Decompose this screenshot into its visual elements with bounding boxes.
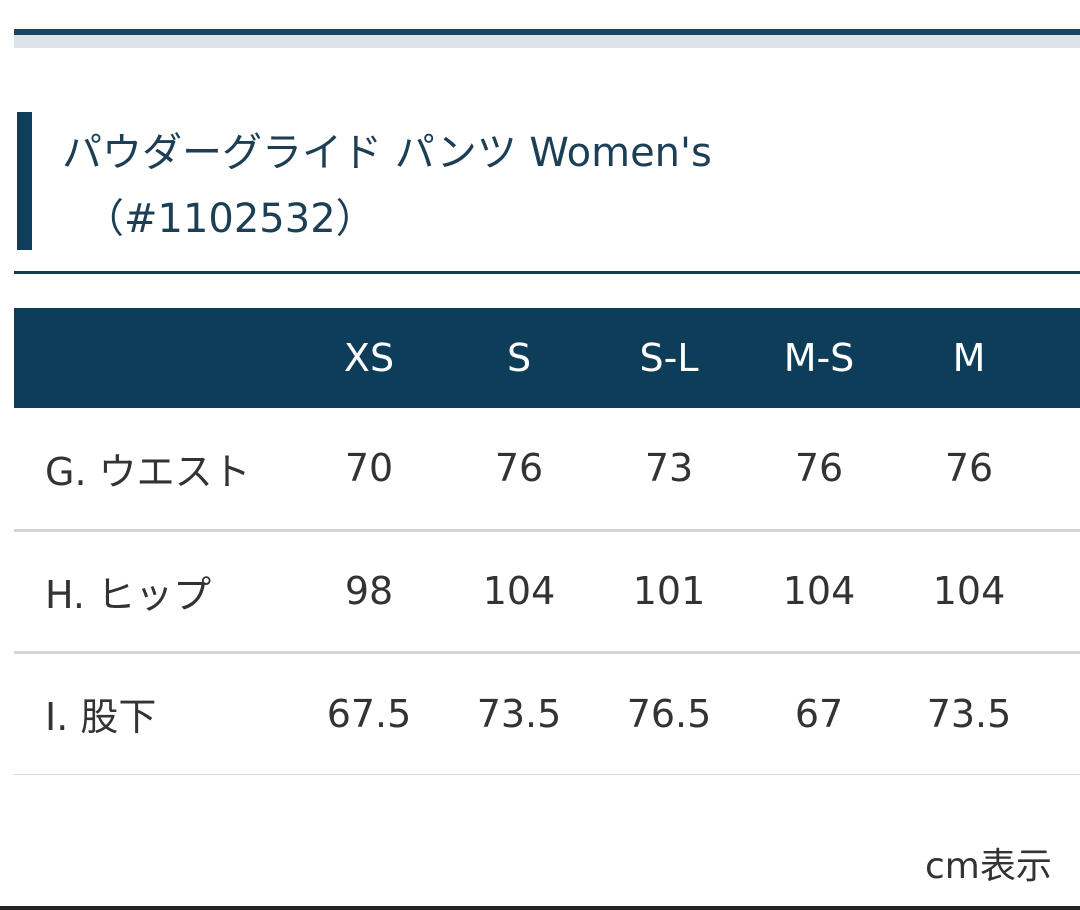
cell-value: 76.5: [626, 691, 712, 736]
cell-value: [1044, 408, 1080, 530]
column-header: [1044, 308, 1080, 408]
cell-value: 76: [944, 446, 994, 491]
column-header: [14, 308, 294, 408]
title-line-1: パウダーグライド パンツ Women's: [62, 130, 712, 176]
cell-value: 67: [794, 691, 844, 736]
table-row: G. ウエスト 70 76 73 76 76: [14, 408, 1080, 530]
cell-value: 76: [794, 446, 844, 491]
cell-value: 98: [344, 569, 394, 613]
column-header: XS: [343, 336, 395, 380]
cell-value: 101: [632, 569, 706, 613]
bottom-border: [0, 906, 1080, 910]
table-header-row: XS S S-L M-S M: [14, 308, 1080, 408]
cell-value: 73.5: [476, 691, 562, 736]
table-row: I. 股下 67.5 73.5 76.5 67 73.5: [14, 652, 1080, 774]
heading-accent-bar: [17, 112, 32, 250]
cell-value: 104: [782, 569, 856, 613]
table-row: H. ヒップ 98 104 101 104 104: [14, 530, 1080, 652]
column-header: M-S: [783, 336, 855, 380]
size-table: XS S S-L M-S M G. ウエスト 70 76 73 76 76 H. ヒップ 98…: [14, 308, 1080, 775]
cell-value: [1044, 652, 1080, 774]
row-label: G. ウエスト: [45, 449, 251, 494]
cell-value: 76: [494, 446, 544, 491]
heading-divider: [14, 271, 1080, 274]
column-header: S: [506, 336, 532, 380]
cell-value: 104: [482, 569, 556, 613]
page-title: パウダーグライド パンツ Women's （#1102532）: [62, 120, 712, 252]
top-bar: [14, 29, 1080, 35]
row-label: I. 股下: [45, 695, 157, 739]
top-band: [14, 35, 1080, 48]
cell-value: 104: [932, 569, 1006, 613]
cell-value: 70: [344, 446, 394, 491]
title-line-2: （#1102532）: [84, 196, 376, 242]
cell-value: 67.5: [326, 691, 412, 736]
row-label: H. ヒップ: [45, 572, 212, 617]
cell-value: 73.5: [926, 691, 1012, 736]
cell-value: [1044, 530, 1080, 652]
unit-note: cm表示: [925, 846, 1052, 887]
column-header: S-L: [639, 336, 699, 380]
cell-value: 73: [644, 446, 694, 491]
column-header: M: [952, 336, 986, 380]
